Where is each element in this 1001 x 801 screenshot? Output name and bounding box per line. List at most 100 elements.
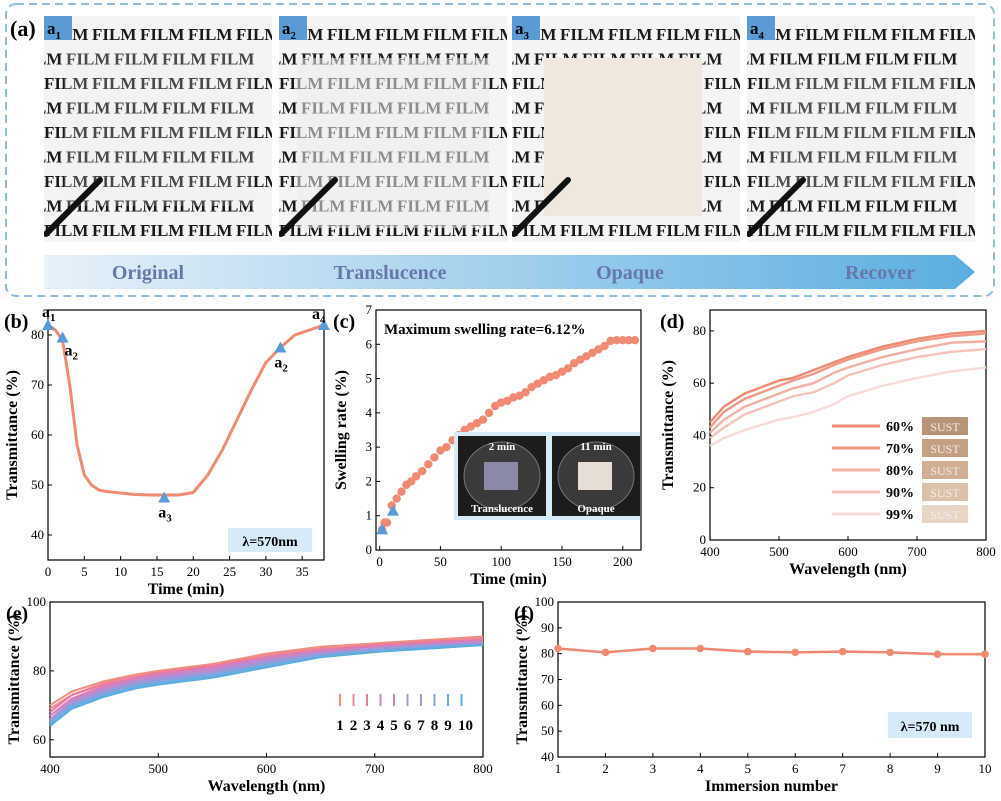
x-tick-label: 100 (491, 554, 511, 569)
data-point (649, 644, 657, 653)
film-text: FILM (913, 197, 957, 216)
legend-label: 2 (350, 718, 358, 734)
film-sample (297, 58, 489, 228)
stage-labels: Original Translucence Opaque Recover (112, 262, 915, 284)
y-tick-label: 60 (541, 697, 554, 712)
film-text: FILM (939, 25, 983, 44)
x-tick-label: 2 (602, 761, 609, 776)
data-point (600, 341, 609, 351)
film-text: FILM (140, 221, 184, 240)
marker-triangle (376, 523, 389, 535)
x-axis-label: Wavelength (nm) (789, 561, 907, 578)
panel-a-frame (5, 3, 995, 297)
film-text: FILM (913, 99, 957, 118)
film-text: FILM (114, 197, 158, 216)
film-text: FILM (817, 99, 861, 118)
film-text: FILM (721, 197, 765, 216)
x-tick-label: 10 (114, 564, 127, 579)
legend-tag-bg (922, 505, 968, 523)
film-text: FILM (913, 148, 957, 167)
film-text: FILM (795, 221, 839, 240)
inset-time: 11 min (580, 441, 611, 453)
x-tick-label: 6 (792, 761, 799, 776)
y-tick-label: 70 (541, 672, 554, 687)
data-point (478, 415, 488, 424)
film-text: FILM (92, 123, 136, 142)
y-tick-label: 40 (541, 749, 554, 764)
film-text: FILM (795, 172, 839, 191)
y-tick-label: 1 (366, 508, 373, 523)
film-text: FILM (769, 99, 813, 118)
film-text: FILM (843, 25, 887, 44)
note-box (888, 712, 972, 738)
tweezers (44, 177, 103, 237)
legend-label: 8 (431, 718, 439, 734)
x-tick-label: 150 (552, 554, 572, 569)
chart-b: 0 5 10 15 20 25 30 35 40 50 60 70 80 Time (min) Transm… (4, 304, 330, 598)
x-tick-label: 10 (979, 761, 992, 776)
x-tick-label: 200 (613, 554, 633, 569)
data-point (382, 518, 392, 527)
film-text: FILM (843, 74, 887, 93)
film-text: FILM (486, 148, 530, 167)
film-text: FILM (423, 25, 467, 44)
legend-label: 70% (886, 442, 914, 457)
legend-tag-bg (922, 417, 968, 435)
film-text: FILM (656, 221, 700, 240)
data-point (612, 335, 621, 345)
film-text: FILM (656, 25, 700, 44)
legend-label: 10 (458, 718, 473, 734)
film-text: FILM (891, 25, 935, 44)
film-text: FILM (210, 197, 254, 216)
chart-title: Maximum swelling rate=6.12% (384, 322, 585, 338)
data-point (601, 648, 610, 657)
film-text: FILM (891, 74, 935, 93)
film-text: FILM (210, 148, 254, 167)
film-text: FILM (140, 123, 184, 142)
film-text: FILM (236, 123, 280, 142)
plot-frame (375, 309, 642, 551)
data-point (392, 494, 401, 503)
legend-label: 80% (886, 464, 914, 479)
chart-e: 400 500 600 700 800 60 80 100 Wavelength (nm) Tra… (6, 594, 493, 795)
series-line (709, 329, 987, 424)
film-text: FILM (471, 25, 515, 44)
x-tick-label: 600 (257, 761, 277, 776)
film-text: FILM (939, 74, 983, 93)
film-text: FILM (486, 99, 530, 118)
x-axis-label: Time (min) (470, 571, 547, 588)
legend-tag-bg (922, 439, 968, 457)
series-line (49, 638, 484, 714)
marker-triangle (158, 491, 171, 503)
stage-label: Opaque (596, 262, 664, 284)
x-tick-label: 0 (45, 564, 52, 579)
film-text: FILM (188, 74, 232, 93)
inset-label: Translucence (471, 503, 533, 515)
marker-triangle (42, 319, 54, 330)
legend-tag-bg (922, 483, 968, 501)
film-text: FILM (608, 221, 652, 240)
marker-triangle (387, 504, 400, 516)
film-text: FILM (66, 50, 110, 69)
film-text: FILM (865, 197, 909, 216)
x-tick-label: 800 (473, 761, 493, 776)
tweezers (747, 177, 806, 237)
x-tick-label: 0 (376, 554, 383, 569)
y-tick-label: 60 (693, 375, 706, 390)
y-tick-label: 3 (366, 439, 373, 454)
x-tick-label: 3 (650, 761, 657, 776)
film-sample (544, 58, 702, 216)
film-text: FILM (210, 99, 254, 118)
x-tick-label: 400 (40, 761, 60, 776)
stage-label: Translucence (334, 262, 447, 284)
film-text: FILM (939, 123, 983, 142)
panel-label: (f) (514, 603, 534, 625)
y-tick-label: 40 (31, 527, 44, 542)
data-point (554, 644, 562, 653)
legend-label: 99% (886, 508, 914, 523)
y-tick-label: 60 (31, 427, 44, 442)
y-tick-label: 7 (366, 302, 373, 317)
film-text: FILM (817, 50, 861, 69)
film-text: FILM (92, 74, 136, 93)
film-text: FILM (253, 99, 297, 118)
